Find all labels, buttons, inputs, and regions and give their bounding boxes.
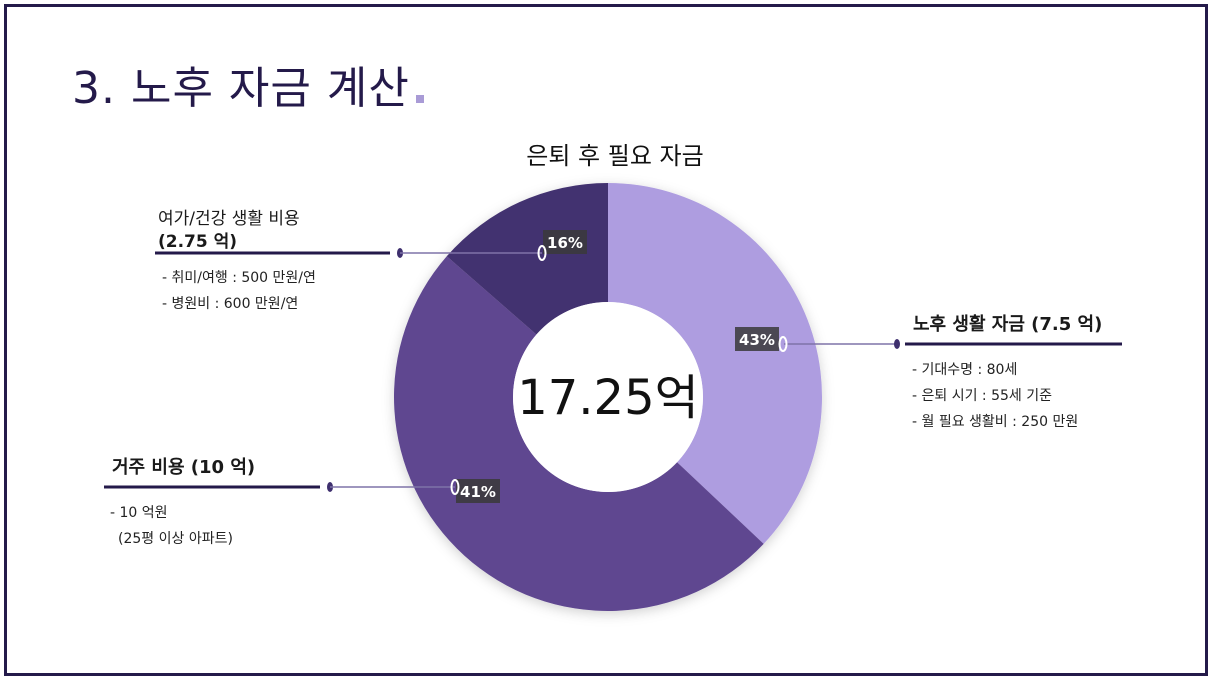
slice-living bbox=[608, 183, 822, 544]
slice-leisure bbox=[446, 183, 608, 335]
chart-title: 은퇴 후 필요 자금 bbox=[526, 142, 704, 170]
percent-label-bg bbox=[456, 479, 500, 503]
slide-title: 3. 노후 자금 계산 bbox=[72, 52, 424, 116]
housing-callout-title: 거주 비용 (10 억) bbox=[112, 457, 256, 478]
leader-anchor-marker bbox=[778, 336, 788, 352]
leader-anchor-marker bbox=[537, 245, 547, 261]
leader-living bbox=[784, 339, 1122, 349]
list-item: - 은퇴 시기 : 55세 기준 bbox=[912, 388, 1052, 404]
percent-label: 41% bbox=[450, 479, 500, 503]
leisure-title-line2: (2.75 억) bbox=[158, 232, 238, 252]
percent-label-bg bbox=[543, 230, 587, 254]
list-item: - 월 필요 생활비 : 250 만원 bbox=[912, 414, 1079, 430]
list-item: - 10 억원 bbox=[110, 505, 168, 521]
percent-label-text: 16% bbox=[547, 234, 583, 252]
living-callout-title: 노후 생활 자금 (7.5 억) bbox=[913, 314, 1103, 335]
percent-label-text: 43% bbox=[739, 331, 775, 349]
leisure-detail-list: - 취미/여행 : 500 만원/연 - 병원비 : 600 만원/연 bbox=[162, 265, 316, 317]
list-item: - 기대수명 : 80세 bbox=[912, 362, 1018, 378]
title-accent-dot bbox=[415, 95, 424, 103]
percent-labels: 43% 41% 16% bbox=[450, 230, 788, 503]
list-item: - 병원비 : 600 만원/연 bbox=[162, 296, 299, 312]
donut-hole bbox=[513, 302, 703, 492]
leisure-title-line1: 여가/건강 생활 비용 bbox=[158, 209, 300, 229]
leader-housing bbox=[104, 482, 455, 492]
list-item: - 취미/여행 : 500 만원/연 bbox=[162, 270, 316, 286]
percent-label-bg bbox=[735, 327, 779, 351]
percent-label: 16% bbox=[537, 230, 587, 261]
center-total-label: 17.25억 bbox=[517, 370, 699, 426]
slide-frame bbox=[4, 4, 1208, 676]
percent-label: 43% bbox=[735, 327, 788, 352]
slice-housing bbox=[394, 256, 764, 611]
leader-anchor-marker bbox=[450, 479, 460, 495]
percent-label-text: 41% bbox=[460, 483, 496, 501]
leisure-callout-title: 여가/건강 생활 비용 (2.75 억) bbox=[158, 208, 300, 254]
list-item: (25평 이상 아파트) bbox=[118, 531, 233, 547]
leader-leisure bbox=[155, 248, 542, 258]
donut-slices bbox=[394, 183, 822, 611]
housing-detail-list: - 10 억원 (25평 이상 아파트) bbox=[110, 500, 233, 552]
living-detail-list: - 기대수명 : 80세 - 은퇴 시기 : 55세 기준 - 월 필요 생활비… bbox=[912, 357, 1078, 435]
